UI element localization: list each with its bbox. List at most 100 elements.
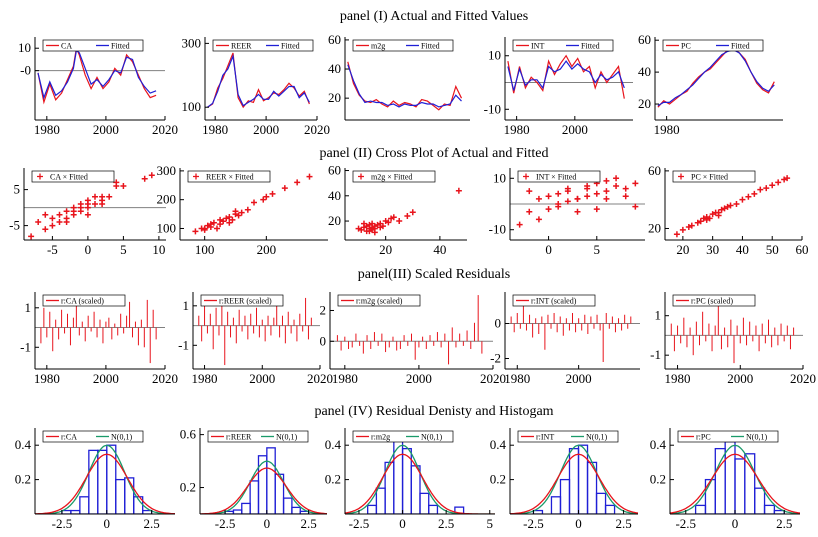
scatter-point <box>229 216 236 223</box>
scatter-point <box>42 211 49 218</box>
scatter-point <box>757 186 764 193</box>
scatter-point <box>545 206 552 213</box>
x-tick-label: 0 <box>85 242 92 257</box>
plot-area <box>673 175 791 238</box>
y-tick-label: -1 <box>20 339 31 354</box>
legend-label: m2g × Fitted <box>371 173 412 182</box>
scatter-point <box>141 175 148 182</box>
scatter-point <box>679 226 686 233</box>
y-tick-label: 100 <box>182 99 202 114</box>
histogram-bin <box>70 509 81 514</box>
plot-area <box>207 52 310 109</box>
scatter-point <box>603 195 610 202</box>
histogram-bin <box>428 504 439 514</box>
legend-label: r:CA (scaled) <box>61 297 104 306</box>
scatter-point <box>516 221 523 228</box>
series-line-fitted <box>507 60 625 91</box>
x-tick-label: -2.5 <box>523 516 544 531</box>
y-tick-label: 0.2 <box>490 472 506 487</box>
plot-area <box>330 295 493 365</box>
x-tick-label: 1980 <box>665 371 691 386</box>
scatter-point <box>42 226 49 233</box>
plot-area <box>35 299 165 364</box>
subplot-18: -2.5 0 2.5 5 0.4 0.2 r:m2g N(0,1) <box>325 428 495 531</box>
legend-label: m2g <box>371 42 385 51</box>
series-line-fitted <box>37 49 157 100</box>
x-tick-label: 1980 <box>34 371 60 386</box>
plot-area <box>657 47 775 108</box>
plot-area <box>665 303 803 364</box>
scatter-point <box>379 223 386 230</box>
scatter-point <box>574 195 581 202</box>
scatter-point <box>148 172 155 179</box>
legend-box <box>352 170 436 183</box>
y-tick-label: 20 <box>328 213 341 228</box>
y-tick-label: -0 <box>20 63 31 78</box>
scatter-point <box>613 183 620 189</box>
scatter-point <box>232 208 239 215</box>
y-tick-label: 1 <box>183 298 190 313</box>
x-tick-label: 2000 <box>253 122 279 137</box>
x-tick-label: 2.5 <box>438 516 454 531</box>
x-tick-label: 100 <box>195 242 215 257</box>
x-tick-label: 2020 <box>480 371 506 386</box>
scatter-point <box>404 213 411 219</box>
legend-box <box>207 430 309 443</box>
legend-box <box>337 294 421 307</box>
plot-area <box>670 441 800 514</box>
y-tick-label: 60 <box>328 32 341 47</box>
subplot-9: 0 5 -10 10 INT × Fitted <box>489 168 645 257</box>
subplot-20: -2.5 0 2.5 0.4 0.2 r:PC N(0,1) <box>650 428 800 531</box>
y-tick-label: 0.4 <box>490 437 507 452</box>
x-tick-label: 20 <box>379 242 392 257</box>
scatter-point <box>697 218 704 225</box>
y-tick-label: 1 <box>655 308 662 323</box>
y-tick-label: 0 <box>320 333 327 348</box>
y-tick-label: 0.2 <box>325 472 341 487</box>
histogram-bin <box>257 455 268 514</box>
x-tick-label: 2000 <box>406 371 432 386</box>
plot-area <box>510 175 645 228</box>
x-tick-label: 5 <box>487 516 494 531</box>
y-tick-label: -1 <box>178 337 189 352</box>
scatter-point <box>390 214 397 221</box>
plot-area <box>193 297 320 366</box>
y-tick-label: 40 <box>328 188 341 203</box>
scatter-point <box>192 228 199 235</box>
scatter-point <box>632 180 639 187</box>
scatter-point <box>223 215 230 222</box>
scatter-point <box>545 193 552 200</box>
legend-box <box>200 294 284 307</box>
x-tick-label: 1980 <box>504 122 530 137</box>
series-line-actual <box>507 54 625 99</box>
x-tick-label: -2.5 <box>52 516 73 531</box>
y-tick-label: 60 <box>328 163 341 178</box>
scatter-point <box>217 221 224 228</box>
subplot-10: 20 30 40 50 60 20 60 PC × Fitted <box>648 163 809 257</box>
scatter-point <box>769 182 776 189</box>
y-tick-label: 0 <box>495 316 502 331</box>
y-tick-label: 5 <box>14 182 21 197</box>
scatter-point <box>727 202 734 209</box>
scatter-point <box>622 193 629 200</box>
x-tick-label: 40 <box>433 242 446 257</box>
scatter-point <box>535 216 542 223</box>
legend-label: r:PC (scaled) <box>691 297 733 306</box>
x-tick-label: 1980 <box>332 371 358 386</box>
scatter-point <box>366 228 373 235</box>
x-tick-label: 1980 <box>202 122 228 137</box>
x-tick-label: 30 <box>706 242 719 257</box>
scatter-point <box>28 233 35 240</box>
panel-2-title: panel (II) Cross Plot of Actual and Fitt… <box>319 146 548 161</box>
x-tick-label: -5 <box>47 242 58 257</box>
x-tick-label: 0 <box>104 516 111 531</box>
scatter-point <box>603 188 610 195</box>
y-tick-label: 0.2 <box>180 480 196 495</box>
subplot-6: -5 0 5 10 5 -5 CA × Fitted <box>9 168 166 257</box>
scatter-point <box>306 173 313 180</box>
kernel-density-curve <box>35 453 175 514</box>
y-tick-label: 40 <box>328 61 341 76</box>
legend-label: PC <box>681 42 691 51</box>
scatter-point <box>703 216 710 223</box>
x-tick-label: 200 <box>257 242 277 257</box>
